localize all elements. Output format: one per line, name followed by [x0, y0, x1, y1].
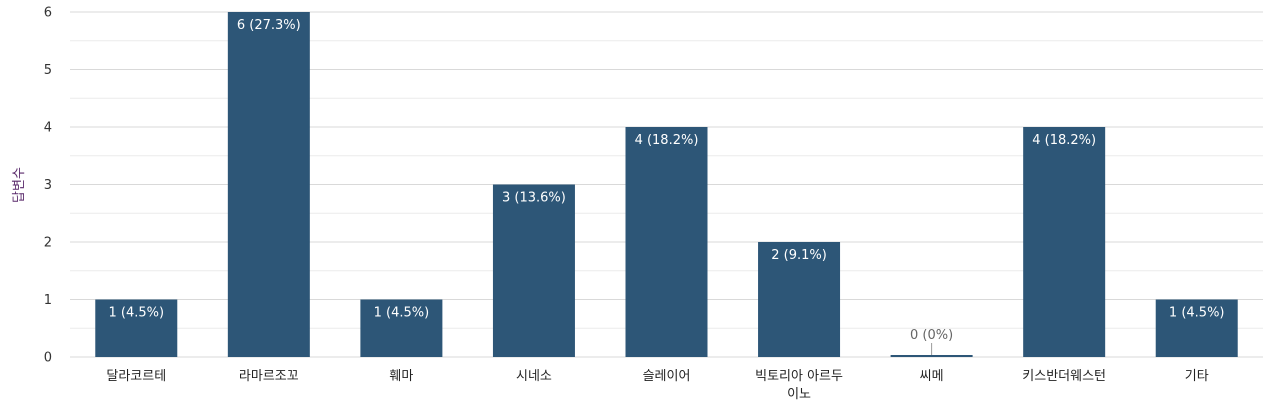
bar[interactable]: [492, 184, 575, 358]
data-label: 1 (4.5%): [108, 306, 164, 321]
data-label: 2 (9.1%): [771, 248, 827, 263]
bar[interactable]: [1023, 127, 1106, 357]
x-tick-label: 달라코르테: [106, 369, 166, 384]
data-label: 6 (27.3%): [237, 18, 301, 33]
y-tick-label: 4: [44, 121, 52, 136]
x-tick-label: 기타: [1185, 369, 1209, 384]
x-tick-label: 라마르조꼬: [239, 369, 299, 384]
data-labels: 1 (4.5%) 6 (27.3%) 1 (4.5%) 3 (13.6%) 4 (18.…: [108, 18, 1225, 355]
data-label: 4 (18.2%): [1032, 133, 1096, 148]
data-label: 1 (4.5%): [374, 306, 430, 321]
data-label: 0 (0%): [910, 328, 953, 343]
y-tick-label: 3: [44, 178, 52, 193]
y-axis-label: 답변수: [12, 167, 27, 203]
x-tick-label: 씨메: [920, 369, 944, 384]
x-tick-label: 시네소: [516, 369, 552, 384]
bar[interactable]: [1155, 299, 1238, 358]
y-tick-label: 0: [44, 351, 52, 366]
data-label: 1 (4.5%): [1169, 306, 1225, 321]
y-tick-label: 2: [44, 236, 52, 251]
y-tick-label: 5: [44, 63, 52, 78]
x-tick-label: 이노: [787, 387, 811, 402]
bar[interactable]: [360, 299, 443, 358]
y-axis: 0 1 2 3 4 5 6: [44, 6, 52, 366]
bars: [95, 12, 1238, 358]
bar[interactable]: [227, 12, 310, 357]
bar[interactable]: [95, 299, 178, 358]
y-tick-label: 1: [44, 293, 52, 308]
x-tick-label: 슬레이어: [643, 369, 691, 384]
bar[interactable]: [758, 242, 841, 357]
data-label: 4 (18.2%): [635, 133, 699, 148]
bar[interactable]: [890, 355, 973, 357]
y-tick-label: 6: [44, 6, 52, 21]
x-tick-label: 훼마: [389, 369, 413, 384]
x-tick-label: 빅토리아 아르두: [755, 369, 843, 384]
data-label: 3 (13.6%): [502, 191, 566, 206]
x-tick-label: 키스반더웨스턴: [1022, 369, 1106, 384]
bar[interactable]: [625, 127, 708, 357]
